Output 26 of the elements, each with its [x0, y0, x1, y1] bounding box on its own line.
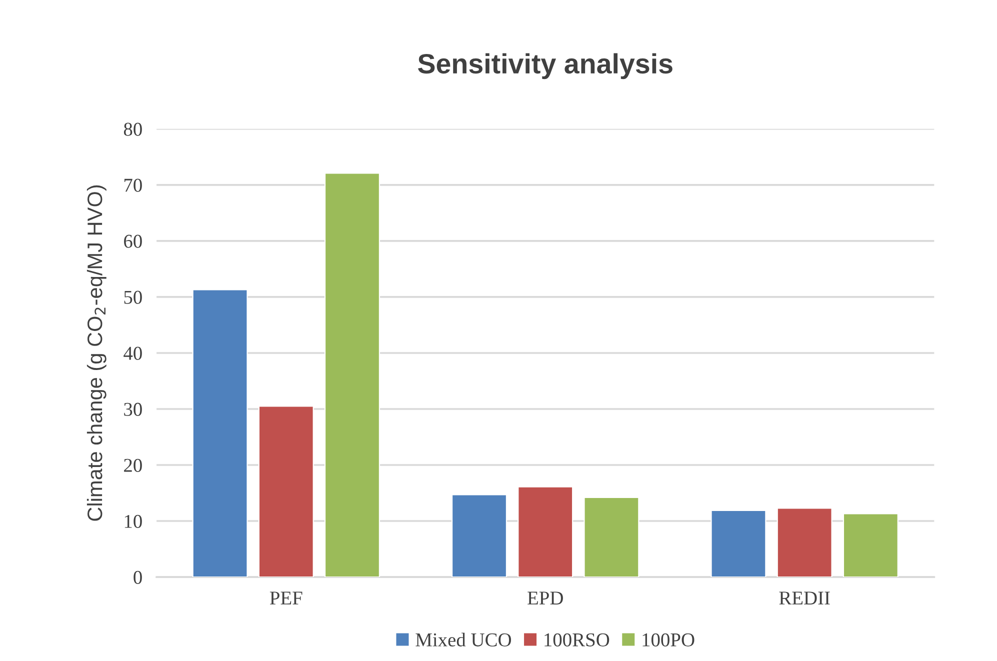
x-tick-label: PEF: [270, 592, 302, 604]
y-tick-label: 40: [124, 346, 142, 360]
bar: [518, 486, 574, 578]
bar: [584, 496, 640, 578]
bar: [710, 510, 766, 578]
x-tick-label: REDII: [779, 592, 830, 604]
x-tick-label: EPD: [528, 592, 563, 604]
bar: [324, 172, 380, 578]
y-tick-label: 70: [124, 178, 142, 192]
y-tick-label: 10: [124, 514, 142, 528]
y-tick-label: 0: [134, 570, 142, 584]
bar: [258, 406, 314, 578]
bar: [776, 508, 832, 578]
chart-title: Sensitivity analysis: [418, 53, 672, 80]
bar: [842, 513, 898, 578]
y-tick-label: 60: [124, 234, 142, 248]
legend-label: 100RSO: [544, 633, 610, 646]
bar: [451, 494, 508, 578]
legend-label: 100PO: [642, 633, 694, 646]
y-tick-label: 20: [124, 458, 142, 472]
y-axis-title: Climate change (g CO$_{2}$-eq/MJ HVO): [86, 185, 106, 521]
legend-label: Mixed UCO: [416, 632, 512, 646]
y-tick-label: 80: [124, 122, 142, 136]
y-tick-label: 30: [124, 402, 142, 416]
bar: [192, 289, 248, 578]
y-tick-label: 50: [124, 290, 142, 304]
